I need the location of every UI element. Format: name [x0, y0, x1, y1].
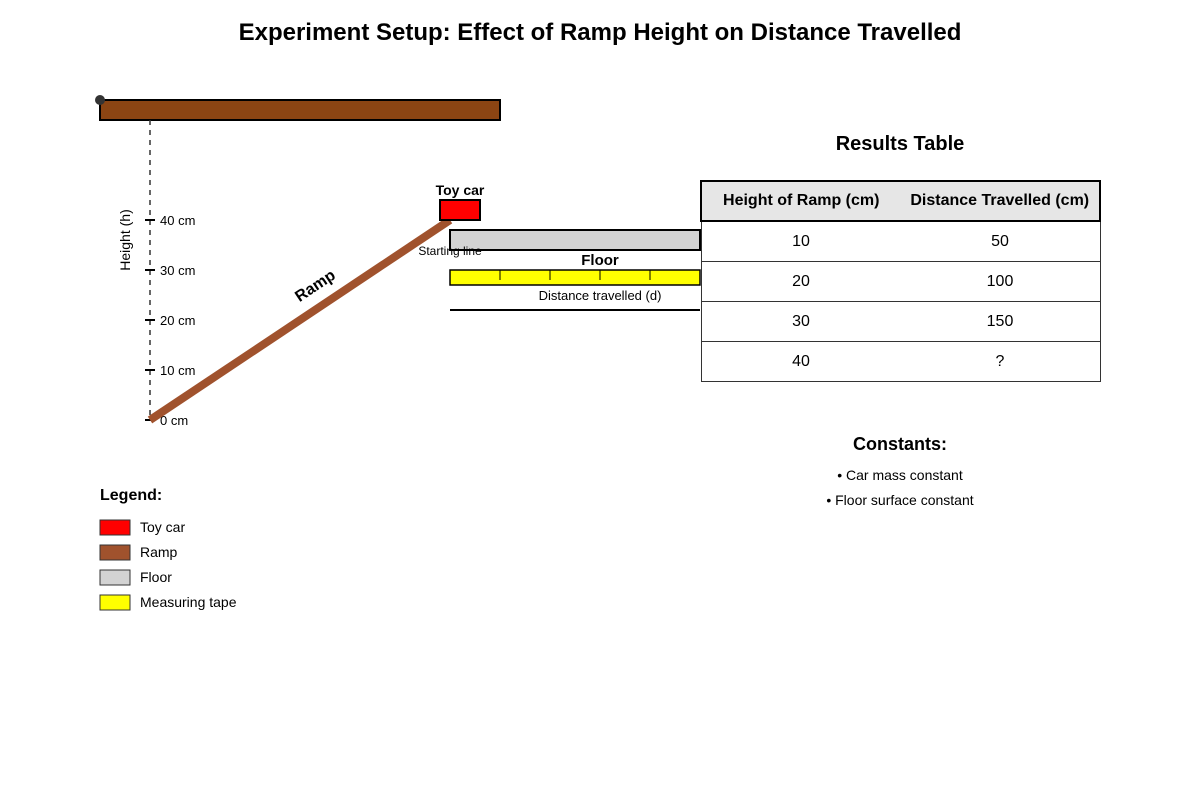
table-row: 40 ?	[700, 341, 1101, 382]
height-tick-20: 20 cm	[145, 313, 195, 328]
cell-distance: 150	[900, 301, 1101, 342]
height-tick-label-30: 30 cm	[160, 263, 195, 278]
toy-car	[439, 199, 481, 221]
top-platform	[99, 99, 501, 121]
legend-item-ramp: Ramp	[99, 544, 178, 561]
height-axis-label: Height (h)	[117, 209, 133, 270]
legend-swatch-floor	[99, 569, 131, 586]
height-tick-label-40: 40 cm	[160, 213, 195, 228]
toy-car-label: Toy car	[436, 182, 485, 198]
cell-height: 30	[700, 301, 901, 342]
legend-label: Floor	[140, 569, 172, 585]
legend-item-measuring-tape: Measuring tape	[99, 594, 237, 611]
cell-distance: 50	[900, 221, 1101, 262]
results-table: Height of Ramp (cm) Distance Travelled (…	[700, 180, 1101, 382]
floor	[449, 229, 701, 251]
cell-height: 40	[700, 341, 901, 382]
legend-label: Toy car	[140, 519, 185, 535]
constant-item: • Car mass constant	[837, 467, 963, 483]
table-row: 10 50	[700, 221, 1101, 262]
cell-height: 20	[700, 261, 901, 302]
ramp	[147, 216, 453, 424]
height-tick-label-0: 0 cm	[160, 413, 188, 428]
height-tick-40: 40 cm	[145, 213, 195, 228]
tape-ticks	[499, 270, 651, 280]
height-tick-10: 10 cm	[145, 363, 195, 378]
legend-swatch-measuring-tape	[99, 594, 131, 611]
measuring-tape	[449, 269, 701, 286]
legend-title: Legend:	[100, 487, 162, 504]
table-row: 30 150	[700, 301, 1101, 342]
column-header-height: Height of Ramp (cm)	[700, 180, 901, 222]
legend-swatch-ramp	[99, 544, 131, 561]
cell-height: 10	[700, 221, 901, 262]
legend-label: Ramp	[140, 544, 178, 560]
height-tick-label-20: 20 cm	[160, 313, 195, 328]
floor-label: Floor	[581, 252, 619, 269]
cell-distance: ?	[900, 341, 1101, 382]
legend-swatch-toy-car	[99, 519, 131, 536]
constants-title: Constants:	[853, 434, 947, 454]
results-header-row: Height of Ramp (cm) Distance Travelled (…	[700, 180, 1101, 222]
height-tick-label-10: 10 cm	[160, 363, 195, 378]
page-title: Experiment Setup: Effect of Ramp Height …	[239, 19, 962, 46]
results-table-title: Results Table	[836, 133, 965, 155]
starting-line-label: Starting line	[418, 244, 482, 258]
column-header-distance: Distance Travelled (cm)	[900, 180, 1101, 222]
platform-pivot-dot	[95, 95, 105, 105]
table-row: 20 100	[700, 261, 1101, 302]
legend-item-floor: Floor	[99, 569, 172, 586]
legend-label: Measuring tape	[140, 594, 237, 610]
height-tick-30: 30 cm	[145, 263, 195, 278]
constant-item: • Floor surface constant	[826, 492, 973, 508]
legend-item-toy-car: Toy car	[99, 519, 185, 536]
distance-label: Distance travelled (d)	[539, 288, 662, 303]
cell-distance: 100	[900, 261, 1101, 302]
